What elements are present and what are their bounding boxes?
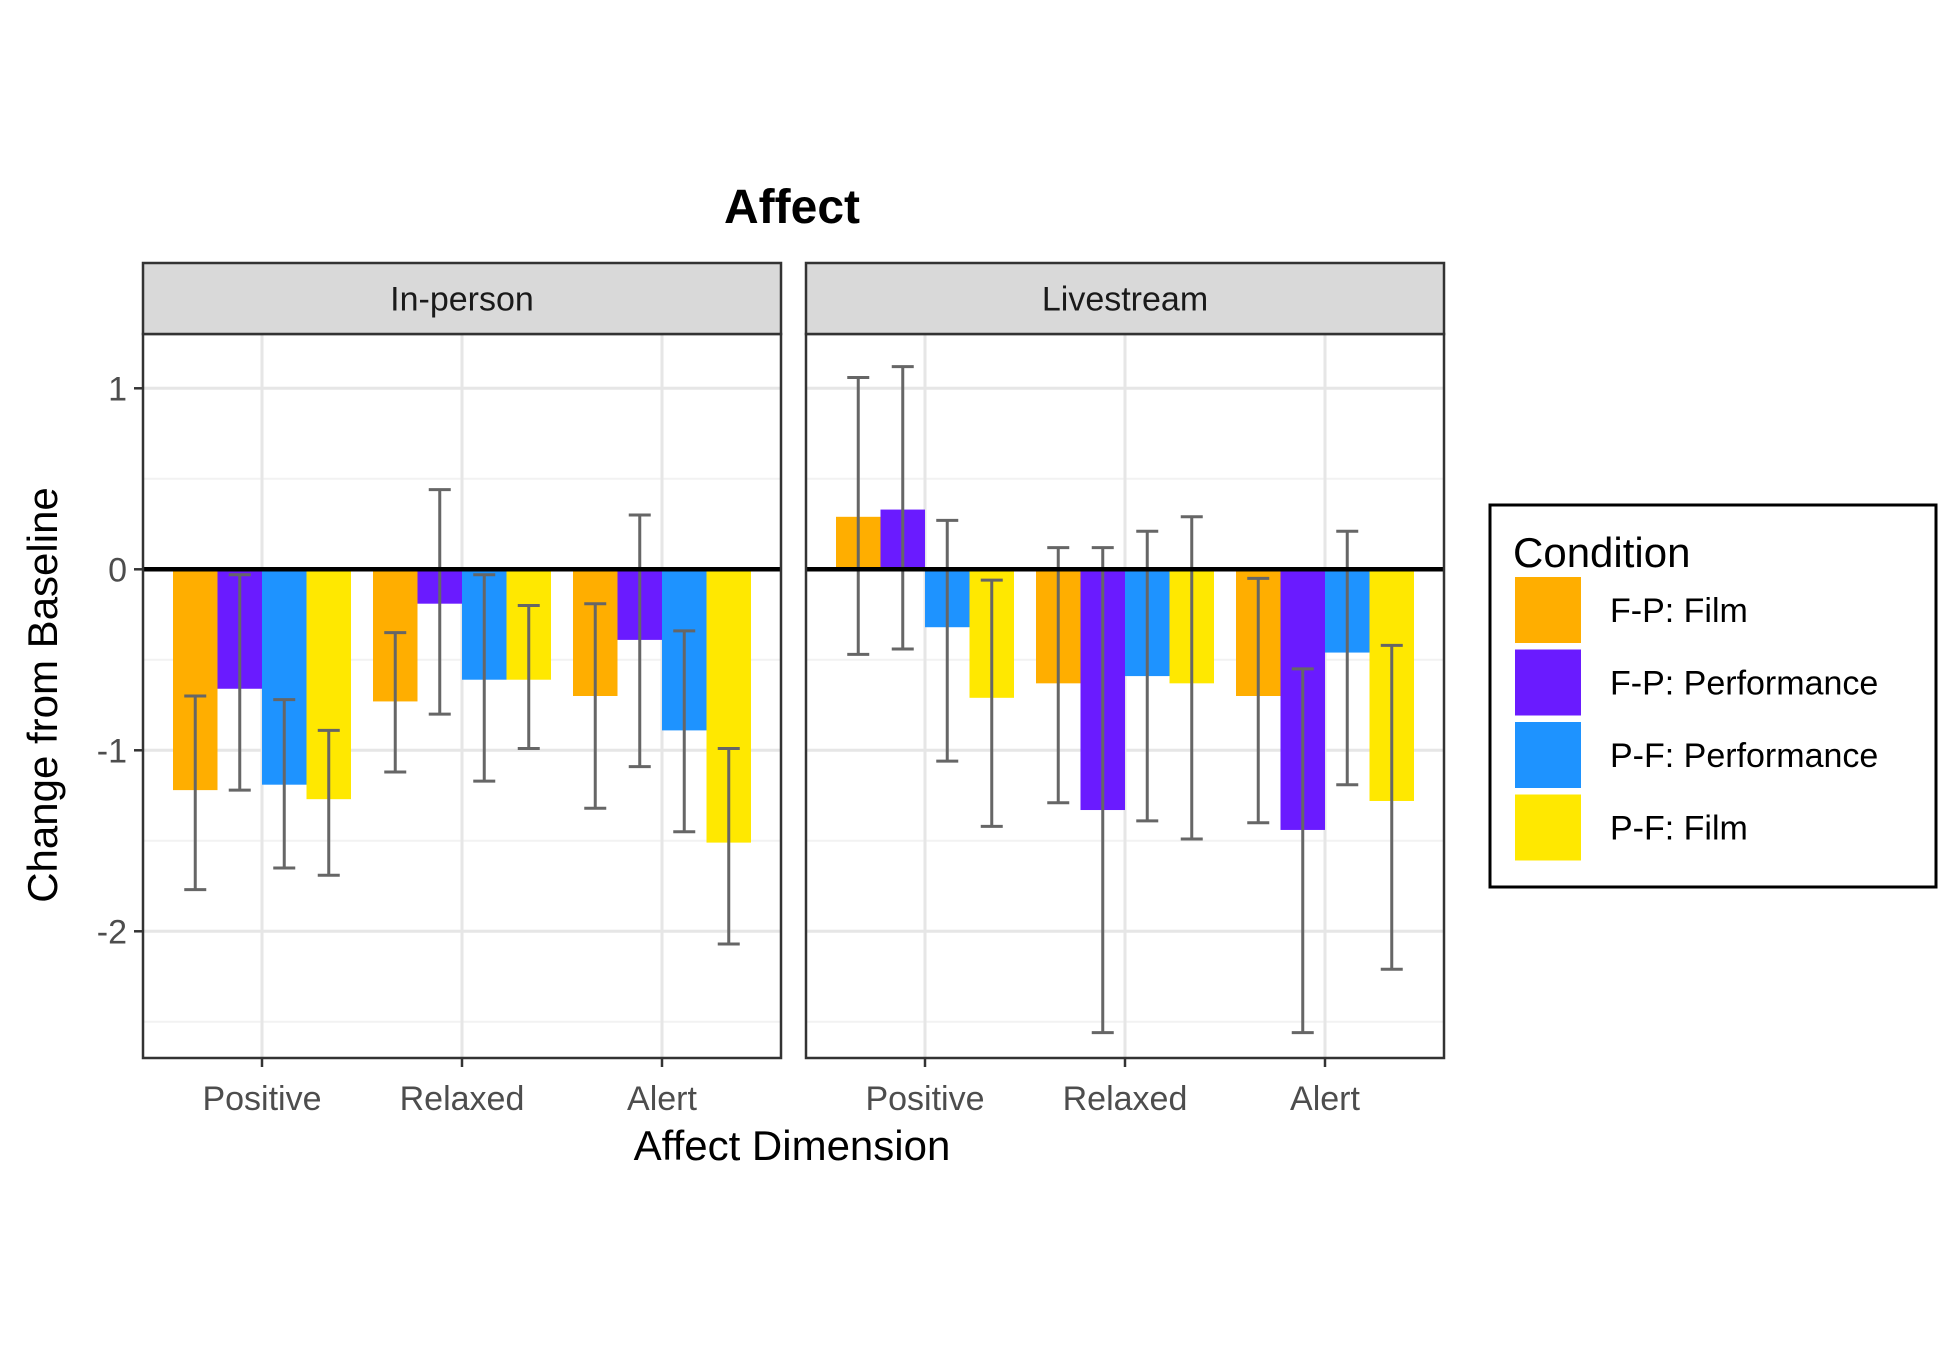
x-axis-label: Affect Dimension	[634, 1122, 951, 1169]
y-axis-label: Change from Baseline	[19, 487, 66, 903]
legend-label: F-P: Performance	[1610, 665, 1878, 703]
legend-label: P-F: Performance	[1610, 737, 1878, 775]
x-tick-label: Alert	[627, 1080, 697, 1118]
facet-strip-label: Livestream	[1042, 281, 1208, 319]
y-tick-label: 0	[108, 551, 127, 589]
x-tick-label: Positive	[202, 1080, 321, 1118]
legend: Condition F-P: Film F-P: Performance P-F: …	[1488, 503, 1938, 889]
frames-layer: In-person Positive Relaxed Alert Livestream P…	[97, 261, 1446, 1118]
x-tick-label: Alert	[1290, 1080, 1360, 1118]
y-tick-label: -1	[97, 732, 127, 770]
legend-swatch	[1515, 649, 1581, 716]
x-tick-label: Relaxed	[1063, 1080, 1188, 1118]
y-tick-label: 1	[108, 370, 127, 408]
y-tick-label: -2	[97, 913, 127, 951]
bars-layer	[173, 365, 1414, 1035]
facet-strip	[141, 261, 783, 336]
legend-label: P-F: Film	[1610, 810, 1748, 848]
legend-swatch	[1515, 722, 1581, 788]
legend-title: Condition	[1513, 529, 1690, 576]
legend-items: F-P: Film F-P: Performance P-F: Performanc…	[1515, 577, 1878, 861]
facet-strip	[804, 261, 1446, 336]
facet-strip-label: In-person	[390, 281, 534, 319]
legend-swatch	[1515, 794, 1581, 861]
x-tick-label: Positive	[865, 1080, 984, 1118]
legend-swatch	[1515, 577, 1581, 643]
legend-label: F-P: Film	[1610, 592, 1748, 630]
x-tick-label: Relaxed	[400, 1080, 525, 1118]
chart-title: Affect	[724, 181, 860, 234]
